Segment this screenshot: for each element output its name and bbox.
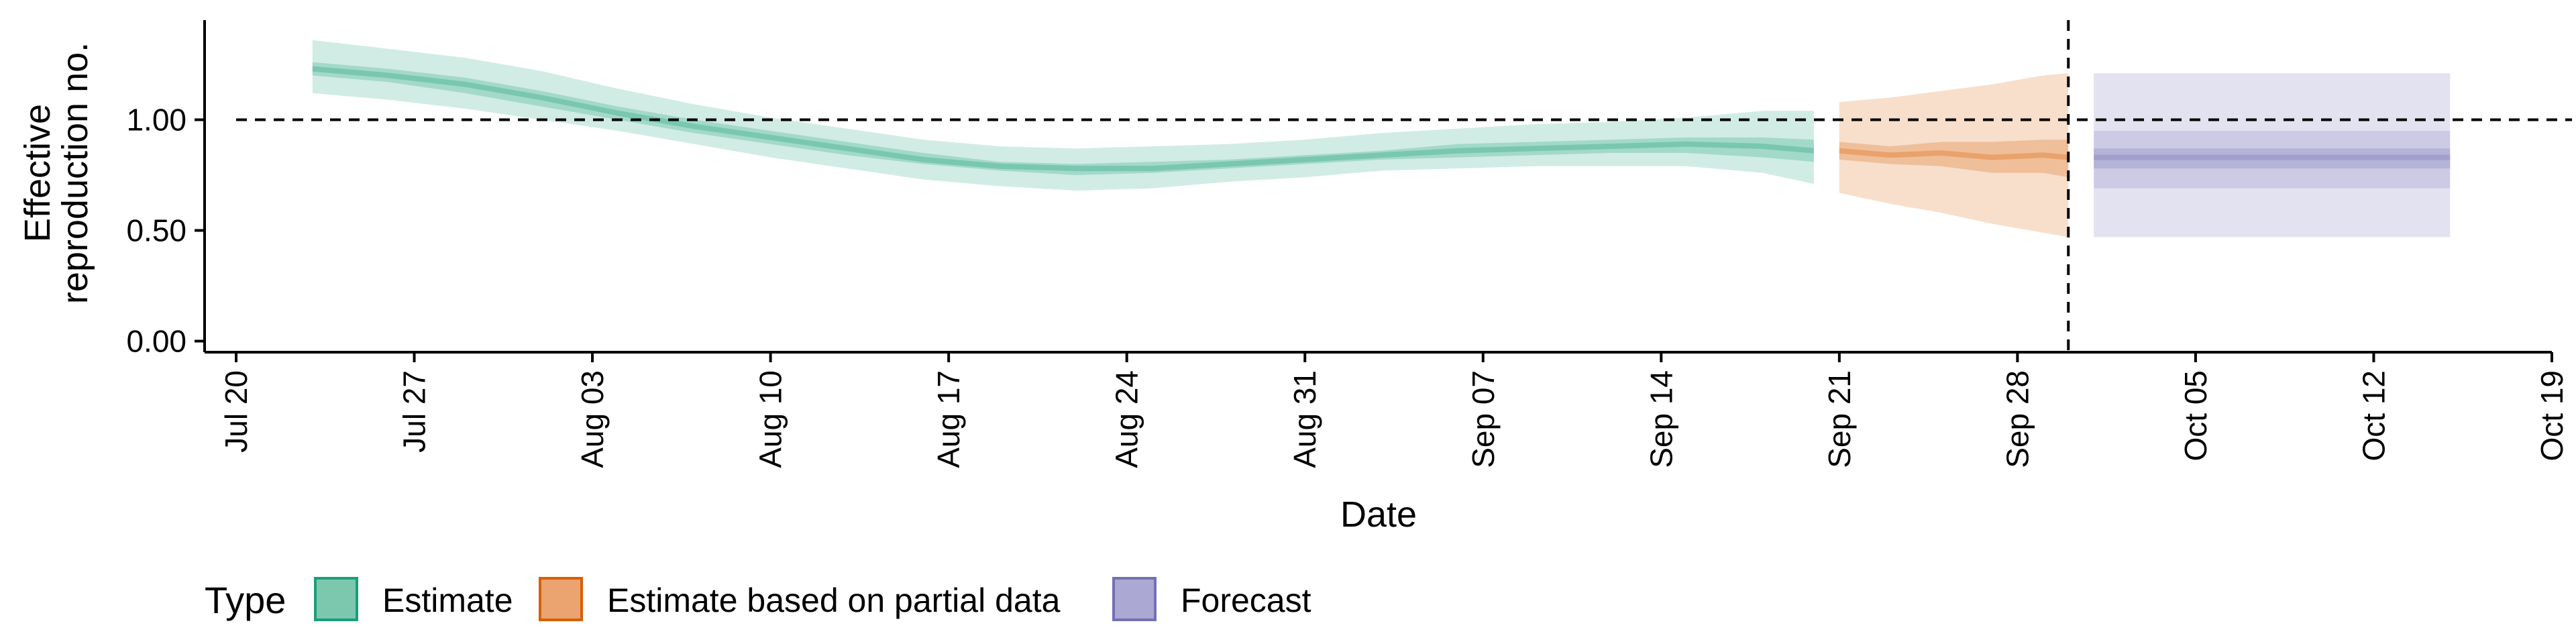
x-tick-label: Oct 05 [2178,370,2213,462]
estimate-based-on-partial-data-median-band [1839,148,2069,160]
legend-label-estimate: Estimate [382,582,513,619]
x-tick-label: Aug 31 [1287,370,1322,468]
legend-swatch-estimate [314,577,358,621]
legend-swatch-forecast [1112,577,1157,621]
x-tick-label: Sep 14 [1644,370,1678,468]
legend: Type Estimate Estimate based on partial d… [205,577,1311,621]
legend-swatch-estimate-based-on-partial-data [539,577,583,621]
estimate-based-on-partial-data-band-90 [1839,73,2069,237]
forecast-band-50 [2094,148,2451,169]
x-tick-label: Aug 10 [753,370,788,468]
x-tick-label: Sep 07 [1466,370,1501,468]
legend-title: Type [205,579,286,621]
reference-lines [236,20,2572,352]
estimate-based-on-partial-data-band-50 [1839,140,2069,178]
axis-titles: Date Effective reproduction no. [17,42,1417,535]
legend-label-forecast: Forecast [1181,582,1311,619]
x-tick-label: Sep 28 [2000,370,2035,468]
forecast-median-band [2094,154,2451,160]
x-tick-label: Oct 19 [2534,370,2569,462]
axes: 0.00 0.50 1.00 Jul 20 Jul 27 Aug 03 Aug 10 Aug … [126,20,2569,468]
x-tick-label: Oct 12 [2357,370,2392,462]
x-tick-label: Jul 20 [219,370,254,453]
forecast-band-inner [2094,131,2451,189]
y-tick-label: 0.50 [126,213,186,248]
y-tick-label: 0.00 [126,324,186,359]
x-tick-label: Aug 24 [1110,370,1144,468]
y-axis-title-line-1: Effective [17,104,58,242]
x-tick-label: Sep 21 [1822,370,1857,468]
estimate-band-50 [312,62,1814,175]
y-tick-label: 1.00 [126,103,186,138]
y-axis-title-line-2: reproduction no. [55,42,95,304]
x-tick-label: Aug 03 [575,370,610,468]
forecast-band-90 [2094,73,2451,237]
x-tick-label: Jul 27 [397,370,432,453]
x-axis-title: Date [1340,494,1417,535]
x-tick-label: Aug 17 [931,370,966,468]
estimate-band-90 [312,40,1814,191]
legend-label-estimate-based-on-partial-data: Estimate based on partial data [607,582,1061,619]
bands-layer [312,40,2451,237]
